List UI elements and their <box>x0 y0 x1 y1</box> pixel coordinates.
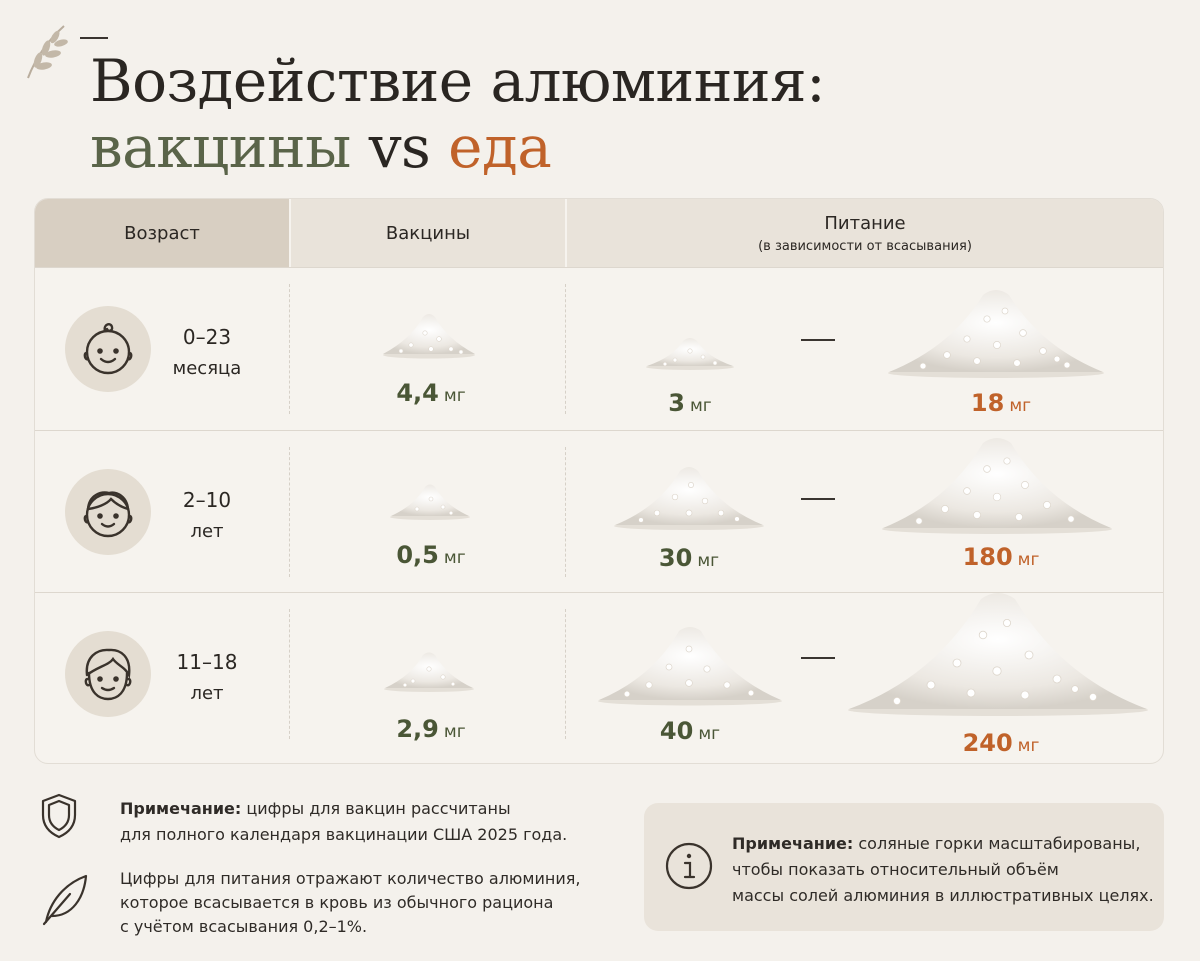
unit-label: мг <box>1009 396 1032 416</box>
vaccine-amount: 0,5 <box>396 541 439 569</box>
header-age-label: Возраст <box>124 222 200 244</box>
food-high-value: 240 мг <box>963 729 1040 757</box>
food-low-value: 3 мг <box>668 389 711 417</box>
salt-pile-vaccine <box>383 314 475 359</box>
unit-label: мг <box>443 722 466 742</box>
vaccine-amount: 2,9 <box>396 715 439 743</box>
food-low-amount: 3 <box>668 389 685 417</box>
age-label: 0–23 месяца <box>157 322 257 384</box>
note-vaccine-line2: для полного календаря вакцинации США 202… <box>120 825 568 844</box>
note-nutrition-line3: с учётом всасывания 0,2–1%. <box>120 917 368 936</box>
age-label: 2–10 лет <box>157 485 257 547</box>
age-range: 0–23 <box>182 325 232 349</box>
scale-note-line1: Примечание: соляные горки масштабированы… <box>732 831 1140 857</box>
table-row: 2–10 лет <box>35 430 1163 593</box>
column-divider <box>565 609 566 739</box>
unit-label: мг <box>443 386 466 406</box>
header-vaccines-label: Вакцины <box>385 222 471 244</box>
vaccine-value: 4,4 мг <box>396 379 465 407</box>
food-high-amount: 240 <box>962 729 1013 757</box>
header-nutrition: Питание (в зависимости от всасывания) <box>567 199 1163 267</box>
age-label: 11–18 лет <box>157 647 257 709</box>
header-nutrition-sub: (в зависимости от всасывания) <box>758 238 972 254</box>
column-divider <box>565 447 566 577</box>
note-label: Примечание: <box>120 799 242 818</box>
vaccine-value: 2,9 мг <box>396 715 465 743</box>
salt-pile-food-high <box>888 290 1104 378</box>
unit-label: мг <box>443 548 466 568</box>
salt-pile-food-low <box>614 467 764 530</box>
child-face-icon <box>65 469 151 555</box>
salt-pile-vaccine <box>384 652 474 692</box>
column-divider <box>565 284 566 414</box>
table-row: 11–18 лет <box>35 592 1163 755</box>
food-high-amount: 180 <box>962 543 1013 571</box>
food-high-value: 18 мг <box>971 389 1031 417</box>
age-range: 11–18 <box>176 650 238 674</box>
note-vaccine-line1: Примечание: цифры для вакцин рассчитаны <box>120 796 511 822</box>
column-divider <box>289 447 290 577</box>
title-food: еда <box>448 113 552 181</box>
header-age: Возраст <box>35 199 289 267</box>
header-nutrition-label: Питание <box>824 212 906 234</box>
table-row: 0–23 месяца <box>35 267 1163 430</box>
range-dash <box>801 498 835 500</box>
table-header: Возраст Вакцины Питание (в зависимости о… <box>35 199 1163 267</box>
range-dash <box>801 339 835 341</box>
teen-face-icon <box>65 631 151 717</box>
unit-label: мг <box>698 724 721 744</box>
age-unit: лет <box>190 521 224 542</box>
title-line1: Воздействие алюминия: <box>90 47 826 115</box>
salt-pile-food-high <box>882 438 1112 534</box>
food-low-amount: 30 <box>658 544 693 572</box>
title-vs: vs <box>368 113 431 181</box>
food-low-amount: 40 <box>659 717 694 745</box>
shield-icon <box>41 793 77 839</box>
unit-label: мг <box>689 396 712 416</box>
salt-pile-food-high <box>848 593 1148 716</box>
note-label: Примечание: <box>732 834 854 853</box>
column-divider <box>289 609 290 739</box>
food-high-amount: 18 <box>970 389 1005 417</box>
note-nutrition-line1: Цифры для питания отражают количество ал… <box>120 869 581 888</box>
unit-label: мг <box>1017 736 1040 756</box>
salt-pile-vaccine <box>390 484 470 520</box>
unit-label: мг <box>1017 550 1040 570</box>
leaf-branch-icon <box>27 25 68 79</box>
leaf-icon <box>42 874 88 926</box>
scale-note-box: Примечание: соляные горки масштабированы… <box>644 803 1164 931</box>
note-text: соляные горки масштабированы, <box>858 834 1141 853</box>
note-nutrition-line2: которое всасывается в кровь из обычного … <box>120 893 554 912</box>
title-accent-line <box>80 37 108 39</box>
note-text: цифры для вакцин рассчитаны <box>246 799 511 818</box>
unit-label: мг <box>697 551 720 571</box>
column-divider <box>289 284 290 414</box>
salt-pile-food-low <box>598 627 782 706</box>
age-range: 2–10 <box>182 488 232 512</box>
baby-face-icon <box>65 306 151 392</box>
age-unit: лет <box>190 683 224 704</box>
vaccine-value: 0,5 мг <box>396 541 465 569</box>
age-unit: месяца <box>172 358 242 379</box>
scale-note-line3: массы солей алюминия в иллюстративных це… <box>732 886 1154 905</box>
food-low-value: 30 мг <box>659 544 719 572</box>
info-icon <box>665 842 713 890</box>
range-dash <box>801 657 835 659</box>
food-high-value: 180 мг <box>963 543 1040 571</box>
vaccine-amount: 4,4 <box>396 379 439 407</box>
title-vaccines: вакцины <box>90 113 351 181</box>
salt-pile-food-low <box>646 338 734 370</box>
header-vaccines: Вакцины <box>291 199 565 267</box>
page-title: Воздействие алюминия: вакцины vs еда <box>90 47 826 181</box>
scale-note-line2: чтобы показать относительный объём <box>732 860 1059 879</box>
comparison-table: Возраст Вакцины Питание (в зависимости о… <box>34 198 1164 764</box>
food-low-value: 40 мг <box>660 717 720 745</box>
